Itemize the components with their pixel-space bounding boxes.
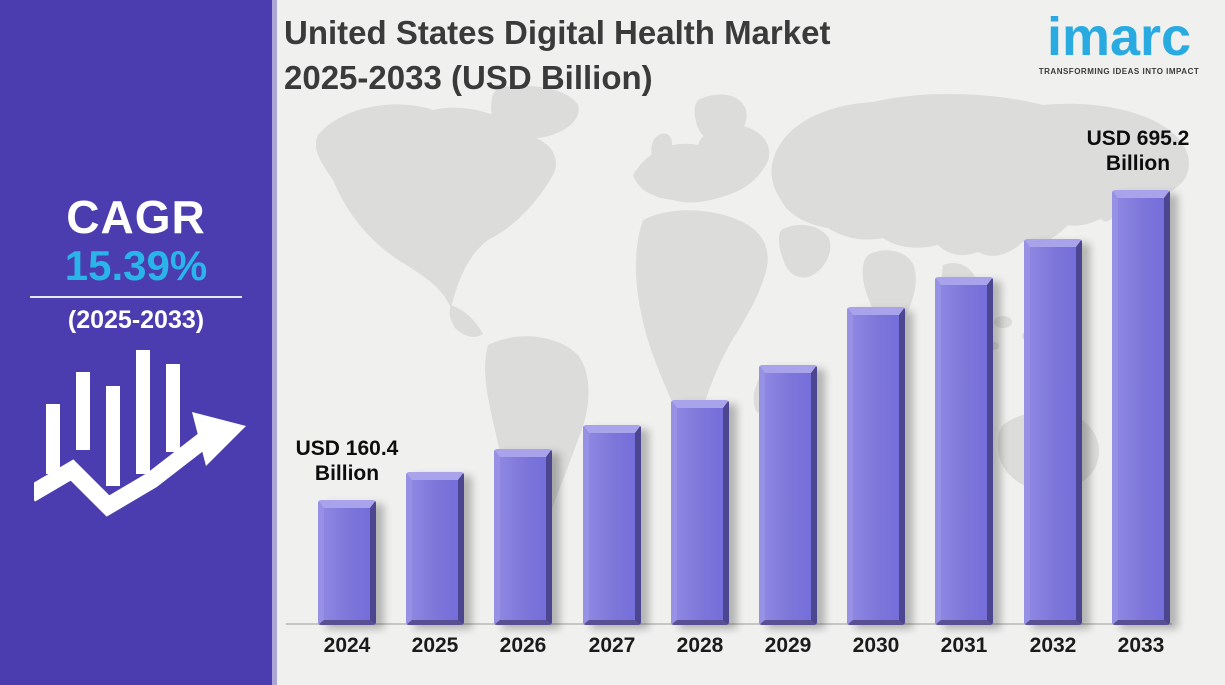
bar-2026 bbox=[494, 449, 552, 625]
page-title: United States Digital Health Market 2025… bbox=[284, 10, 830, 100]
x-tick-2030: 2030 bbox=[852, 634, 900, 657]
cagr-value: 15.39% bbox=[64, 242, 208, 289]
annotation-2033-line1: USD 695.2 bbox=[1086, 127, 1190, 150]
bar-2032 bbox=[1024, 239, 1082, 625]
bar-2033 bbox=[1112, 190, 1170, 625]
x-tick-2026: 2026 bbox=[499, 634, 547, 657]
title-line-2: 2025-2033 (USD Billion) bbox=[284, 59, 653, 96]
cagr-period: (2025-2033) bbox=[67, 306, 205, 334]
bar-2030 bbox=[847, 307, 905, 625]
bars-layer: 2024 2025 2026 2027 2028 2029 2030 2031 2032 2033 bbox=[277, 0, 1225, 685]
x-tick-2033: 2033 bbox=[1117, 634, 1165, 657]
value-annotation-2033: USD 695.2 Billion bbox=[1058, 126, 1218, 176]
annotation-2033-line2: Billion bbox=[1105, 152, 1171, 175]
x-tick-2031: 2031 bbox=[940, 634, 988, 657]
imarc-tagline: TRANSFORMING IDEAS INTO IMPACT bbox=[1038, 67, 1200, 76]
imarc-wordmark: imarc bbox=[1046, 7, 1192, 67]
cagr-sidebar: CAGR 15.39% (2025-2033) bbox=[0, 0, 272, 685]
sidebar-edge-divider bbox=[272, 0, 277, 685]
title-line-1: United States Digital Health Market bbox=[284, 14, 831, 51]
annotation-2024-line1: USD 160.4 bbox=[295, 437, 399, 460]
cagr-block: CAGR 15.39% (2025-2033) bbox=[0, 192, 272, 335]
x-tick-2025: 2025 bbox=[411, 634, 459, 657]
x-tick-2027: 2027 bbox=[588, 634, 636, 657]
bar-2031 bbox=[935, 277, 993, 625]
bar-2028 bbox=[671, 400, 729, 625]
bar-2027 bbox=[583, 425, 641, 625]
bar-2024 bbox=[318, 500, 376, 625]
bar-2025 bbox=[406, 472, 464, 625]
x-tick-2029: 2029 bbox=[764, 634, 812, 657]
growth-chart-arrow-icon bbox=[34, 350, 246, 517]
imarc-logo: imarc TRANSFORMING IDEAS INTO IMPACT bbox=[1029, 8, 1209, 76]
chart-area: United States Digital Health Market 2025… bbox=[277, 0, 1225, 685]
value-annotation-2024: USD 160.4 Billion bbox=[267, 436, 427, 486]
x-tick-2024: 2024 bbox=[323, 634, 371, 657]
x-tick-2028: 2028 bbox=[676, 634, 724, 657]
cagr-label: CAGR bbox=[66, 191, 206, 243]
cagr-divider bbox=[30, 296, 242, 298]
bar-2029 bbox=[759, 365, 817, 625]
x-axis-line bbox=[286, 623, 1172, 625]
annotation-2024-line2: Billion bbox=[314, 462, 380, 485]
x-tick-2032: 2032 bbox=[1029, 634, 1077, 657]
